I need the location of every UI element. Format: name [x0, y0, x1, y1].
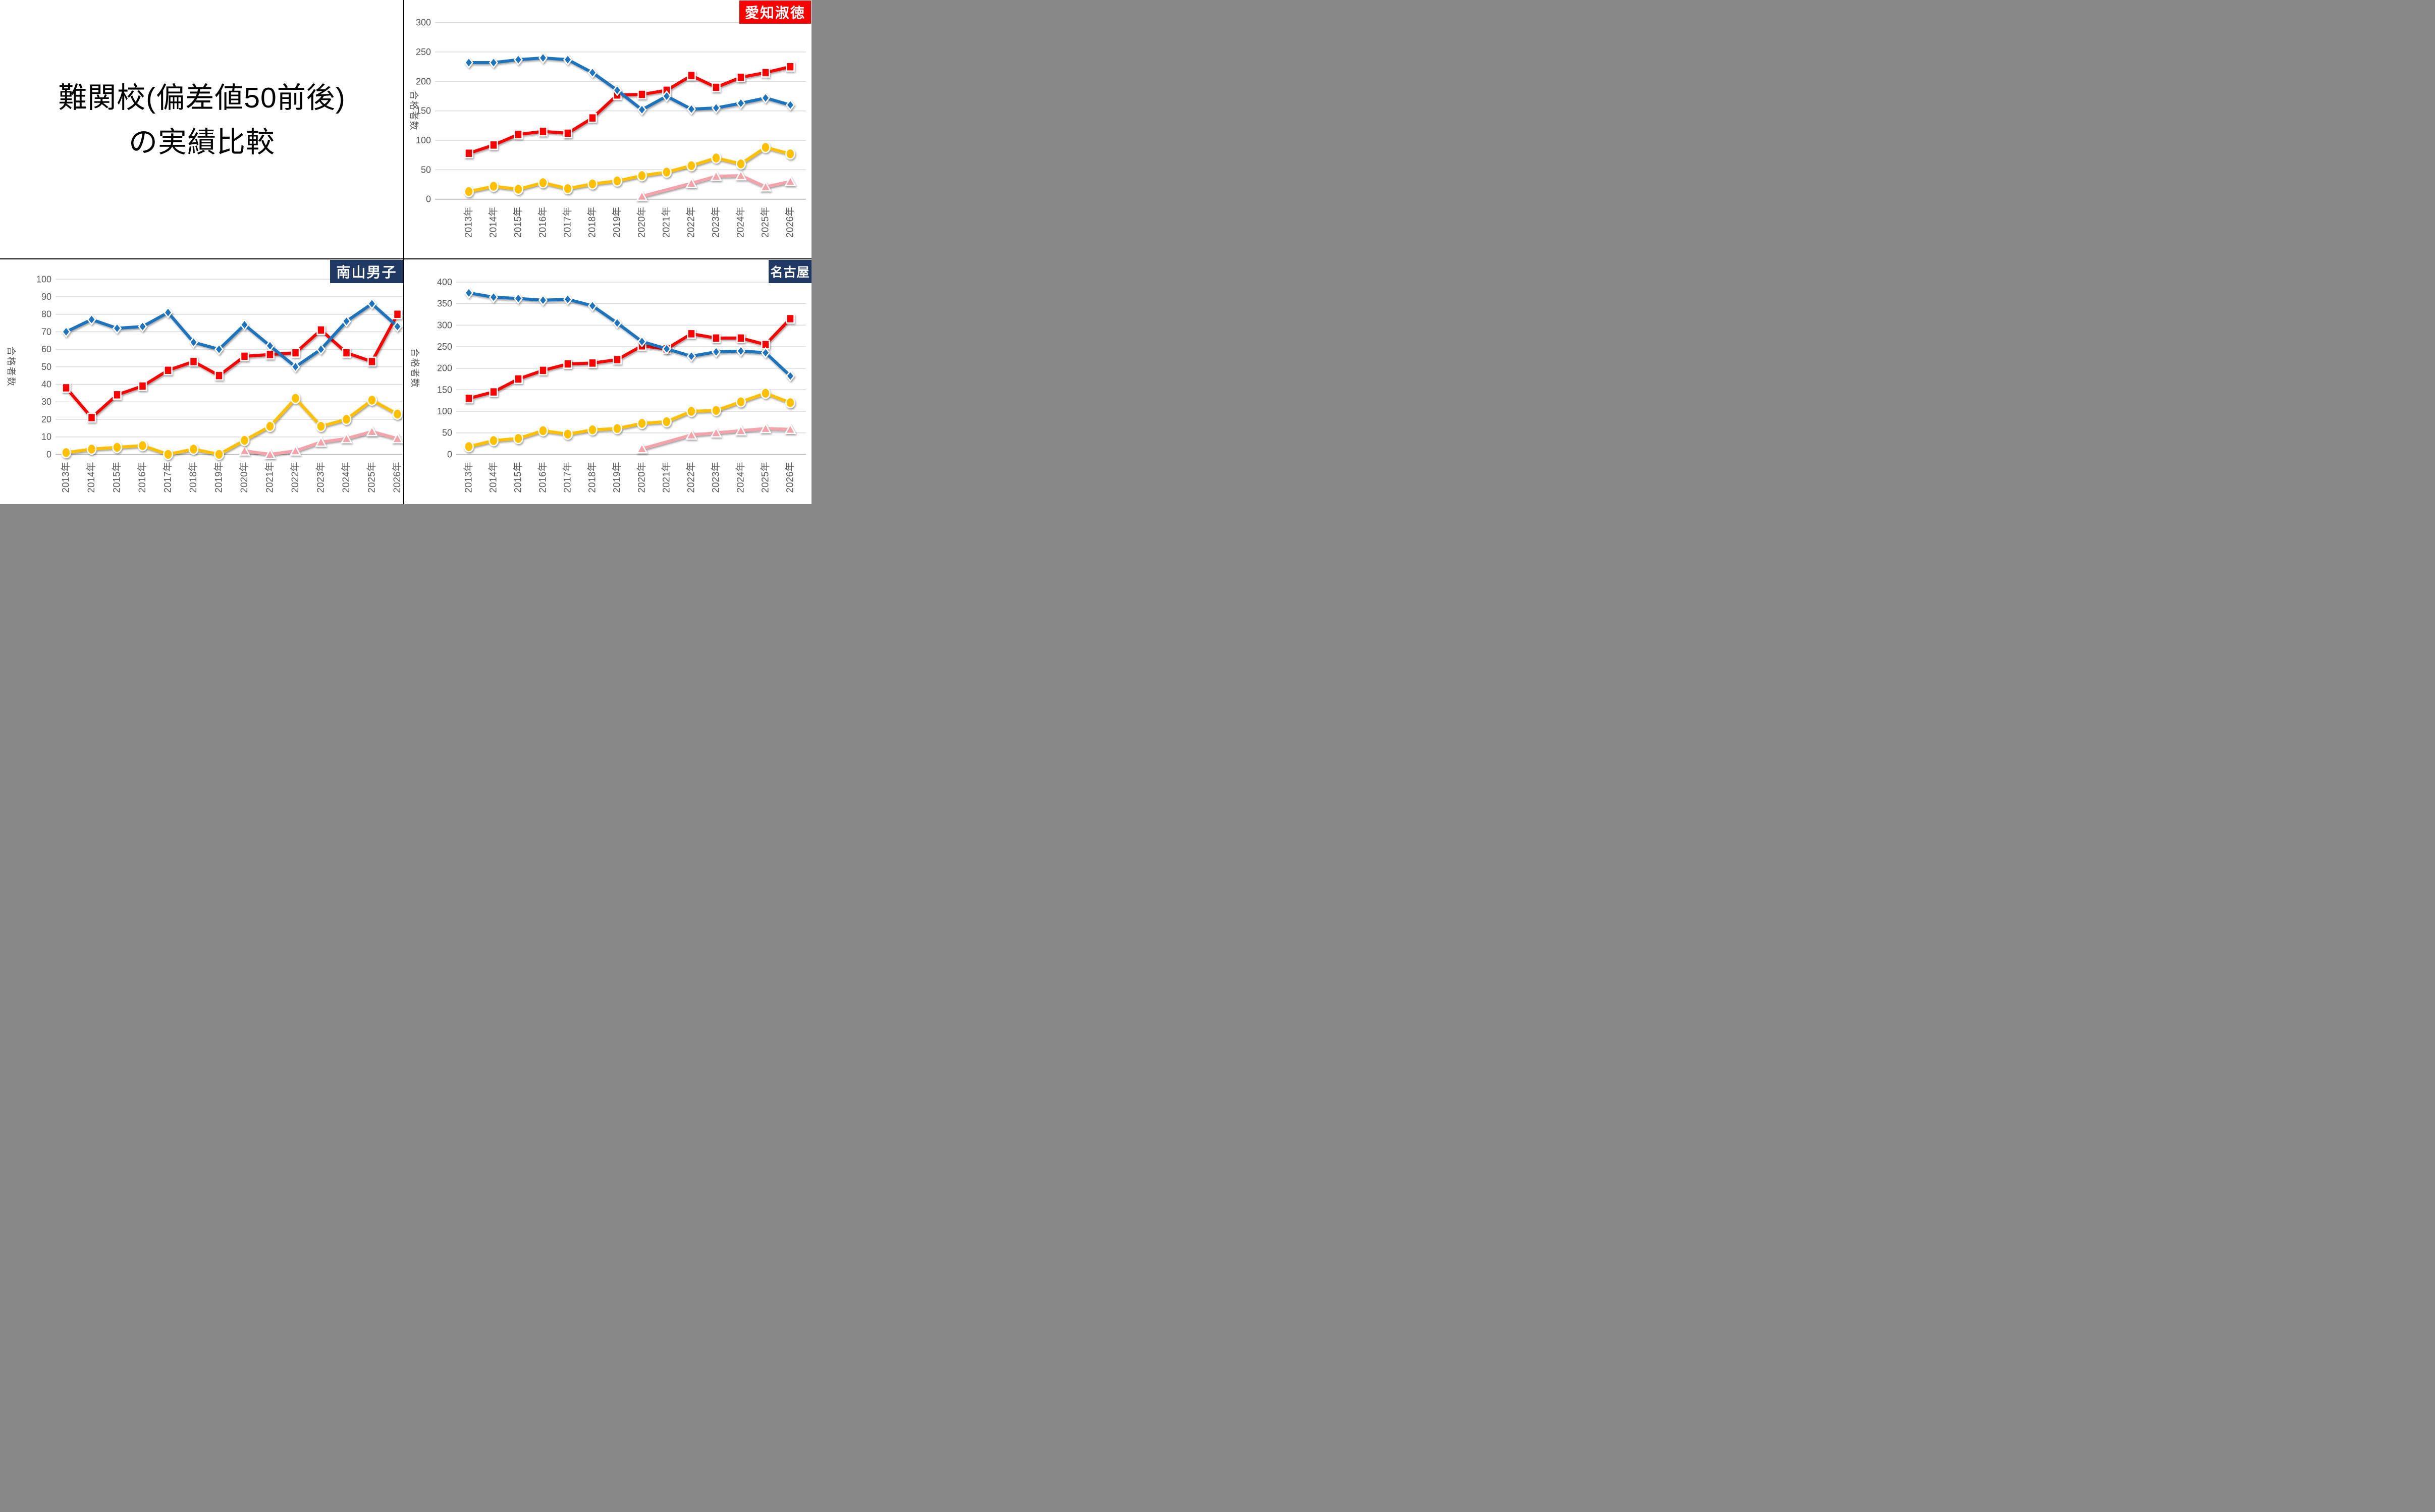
x-tick-label: 2017年 [163, 462, 174, 493]
x-tick-label: 2014年 [488, 462, 499, 493]
series-pink-triangle [636, 169, 796, 201]
y-tick-label: 150 [416, 106, 431, 116]
y-tick-label: 300 [437, 320, 452, 330]
y-tick-label: 40 [41, 380, 51, 390]
chart-nanzan-boys: 0 10 20 30 40 50 60 70 80 90 100 合格者数 2013年 2014年 2015… [0, 259, 404, 504]
x-tick-label: 2024年 [735, 462, 746, 493]
x-tick-label: 2019年 [612, 207, 623, 238]
chart-badge-nanzan: 南山男子 [330, 260, 403, 283]
series-yellow-circle [464, 387, 795, 453]
y-tick-label: 0 [426, 194, 431, 204]
x-tick-label: 2018年 [587, 462, 598, 493]
series-pink-triangle [636, 422, 796, 454]
x-tick-label: 2015年 [513, 462, 524, 493]
x-tick-label: 2019年 [612, 462, 623, 493]
horizontal-divider [0, 258, 811, 259]
series-blue-diamond [61, 298, 402, 373]
chart-badge-nagoya: 名古屋 [769, 260, 811, 283]
x-tick-label: 2015年 [513, 207, 524, 238]
x-tick-label: 2023年 [711, 207, 722, 238]
y-tick-label: 0 [447, 449, 452, 459]
x-tick-label: 2020年 [636, 462, 647, 493]
y-tick-label: 100 [36, 274, 51, 284]
line-chart-nagoya: 0 50 100 150 200 250 300 350 400 合格者数 2013年 2014年 20… [410, 277, 806, 493]
vertical-divider [403, 0, 404, 504]
series-yellow-circle [61, 393, 403, 460]
x-tick-label: 2021年 [661, 207, 672, 238]
y-tick-label: 80 [41, 309, 51, 319]
x-tick-label: 2014年 [86, 462, 97, 493]
y-axis-title: 合格者数 [410, 348, 420, 389]
y-tick-label: 50 [41, 362, 51, 372]
y-tick-label: 50 [421, 165, 431, 175]
slide-canvas: 難関校(偏差値50前後) の実績比較 0 50 100 150 200 250 300 合格者… [0, 0, 811, 504]
x-tick-label: 2021年 [661, 462, 672, 493]
y-tick-label: 400 [437, 277, 452, 287]
page-title-line2: の実績比較 [129, 126, 275, 159]
chart-aichi-shukutoku: 0 50 100 150 200 250 300 合格者数 2013年 2014年 2015年 201… [404, 0, 811, 259]
x-tick-label: 2016年 [537, 462, 549, 493]
y-tick-label: 250 [437, 342, 452, 352]
y-tick-label: 50 [442, 428, 452, 438]
x-tick-label: 2022年 [686, 462, 697, 493]
series-blue-diamond [464, 52, 795, 116]
x-tick-label: 2015年 [112, 462, 123, 493]
x-tick-label: 2018年 [587, 207, 598, 238]
series-pink-triangle [238, 425, 404, 459]
y-tick-label: 10 [41, 432, 51, 442]
y-tick-label: 250 [416, 47, 431, 57]
line-chart-nanzan: 0 10 20 30 40 50 60 70 80 90 100 合格者数 2013年 2014年 2015… [6, 274, 404, 493]
y-tick-label: 200 [437, 363, 452, 373]
x-tick-label: 2016年 [537, 207, 549, 238]
y-tick-label: 0 [46, 449, 51, 459]
x-tick-label: 2023年 [711, 462, 722, 493]
x-tick-label: 2022年 [686, 207, 697, 238]
x-tick-label: 2016年 [137, 462, 148, 493]
series-red-square [464, 62, 795, 158]
series-blue-diamond [464, 287, 795, 382]
x-tick-label: 2025年 [760, 462, 771, 493]
y-tick-label: 100 [416, 135, 431, 145]
x-tick-label: 2020年 [239, 462, 250, 493]
series-yellow-circle [464, 141, 795, 197]
y-tick-label: 30 [41, 397, 51, 407]
line-chart-aichi: 0 50 100 150 200 250 300 合格者数 2013年 2014年 2015年 201… [409, 18, 806, 238]
y-axis-title: 合格者数 [409, 91, 419, 131]
chart-nagoya: 0 50 100 150 200 250 300 350 400 合格者数 2013年 2014年 20… [404, 259, 811, 504]
x-tick-label: 2026年 [392, 462, 403, 493]
y-tick-label: 20 [41, 414, 51, 424]
x-tick-label: 2024年 [735, 207, 746, 238]
y-axis-title: 合格者数 [6, 347, 16, 387]
series-red-square [62, 309, 402, 423]
x-tick-label: 2025年 [760, 207, 771, 238]
x-tick-label: 2013年 [463, 207, 474, 238]
y-tick-label: 150 [437, 385, 452, 395]
x-tick-label: 2023年 [315, 462, 327, 493]
x-tick-label: 2013年 [463, 462, 474, 493]
page-title: 難関校(偏差値50前後) の実績比較 [0, 76, 404, 165]
y-tick-label: 300 [416, 18, 431, 28]
y-tick-label: 100 [437, 406, 452, 416]
y-tick-label: 60 [41, 344, 51, 354]
x-tick-label: 2022年 [290, 462, 301, 493]
y-tick-label: 200 [416, 76, 431, 86]
y-tick-label: 90 [41, 292, 51, 302]
x-tick-label: 2014年 [488, 207, 499, 238]
y-tick-label: 70 [41, 327, 51, 337]
y-tick-label: 350 [437, 299, 452, 309]
x-tick-label: 2017年 [562, 462, 573, 493]
x-tick-label: 2013年 [61, 462, 72, 493]
chart-badge-aichi: 愛知淑徳 [739, 1, 811, 24]
x-tick-label: 2026年 [785, 207, 796, 238]
x-tick-label: 2021年 [264, 462, 276, 493]
x-tick-label: 2018年 [188, 462, 199, 493]
x-tick-label: 2024年 [341, 462, 352, 493]
x-tick-label: 2026年 [785, 462, 796, 493]
x-tick-label: 2020年 [636, 207, 647, 238]
x-tick-label: 2025年 [366, 462, 377, 493]
page-title-line1: 難関校(偏差値50前後) [58, 82, 346, 114]
x-tick-label: 2019年 [213, 462, 225, 493]
x-tick-label: 2017年 [562, 207, 573, 238]
